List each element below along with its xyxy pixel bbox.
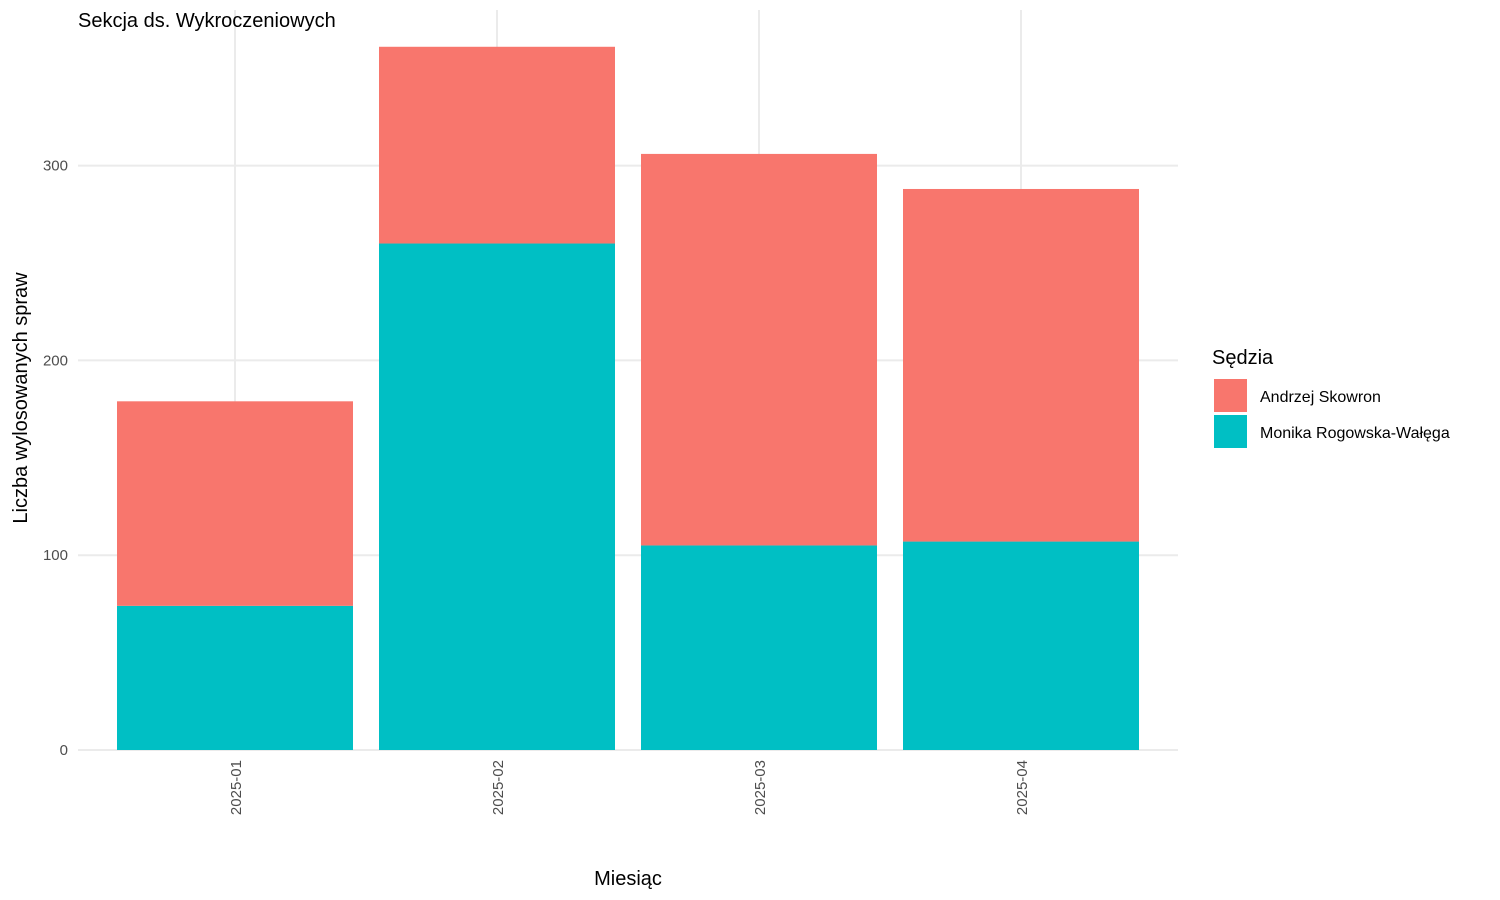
x-tick-label: 2025-02 [490, 760, 507, 815]
legend-swatch [1214, 415, 1247, 448]
bars [117, 46, 1139, 750]
chart-title: Sekcja ds. Wykroczeniowych [78, 10, 336, 32]
x-tick-label: 2025-03 [752, 760, 769, 815]
legend-label: Monika Rogowska-Wałęga [1260, 425, 1450, 442]
y-tick-label: 200 [43, 352, 68, 369]
bar-segment [903, 188, 1139, 542]
legend-title: Sędzia [1212, 347, 1274, 369]
bar-segment [641, 545, 877, 750]
bar-segment [379, 46, 615, 244]
legend: Sędzia Andrzej Skowron Monika Rogowska-Wa… [1212, 347, 1450, 448]
bar-segment [379, 243, 615, 750]
y-tick-label: 100 [43, 547, 68, 564]
legend-label: Andrzej Skowron [1260, 389, 1381, 406]
x-axis-title: Miesiąc [594, 868, 662, 890]
bar-segment [117, 401, 353, 606]
x-axis-ticks: 2025-01 2025-02 2025-03 2025-04 [228, 760, 1031, 815]
y-tick-label: 0 [60, 742, 68, 759]
bar-segment [117, 605, 353, 750]
y-axis-title: Liczba wylosowanych spraw [10, 272, 32, 524]
x-tick-label: 2025-01 [228, 760, 245, 815]
x-tick-label: 2025-04 [1014, 760, 1031, 815]
y-tick-label: 300 [43, 158, 68, 175]
bar-segment [903, 541, 1139, 750]
y-axis-ticks: 0 100 200 300 [43, 158, 68, 759]
legend-swatch [1214, 379, 1247, 412]
bar-segment [641, 153, 877, 546]
